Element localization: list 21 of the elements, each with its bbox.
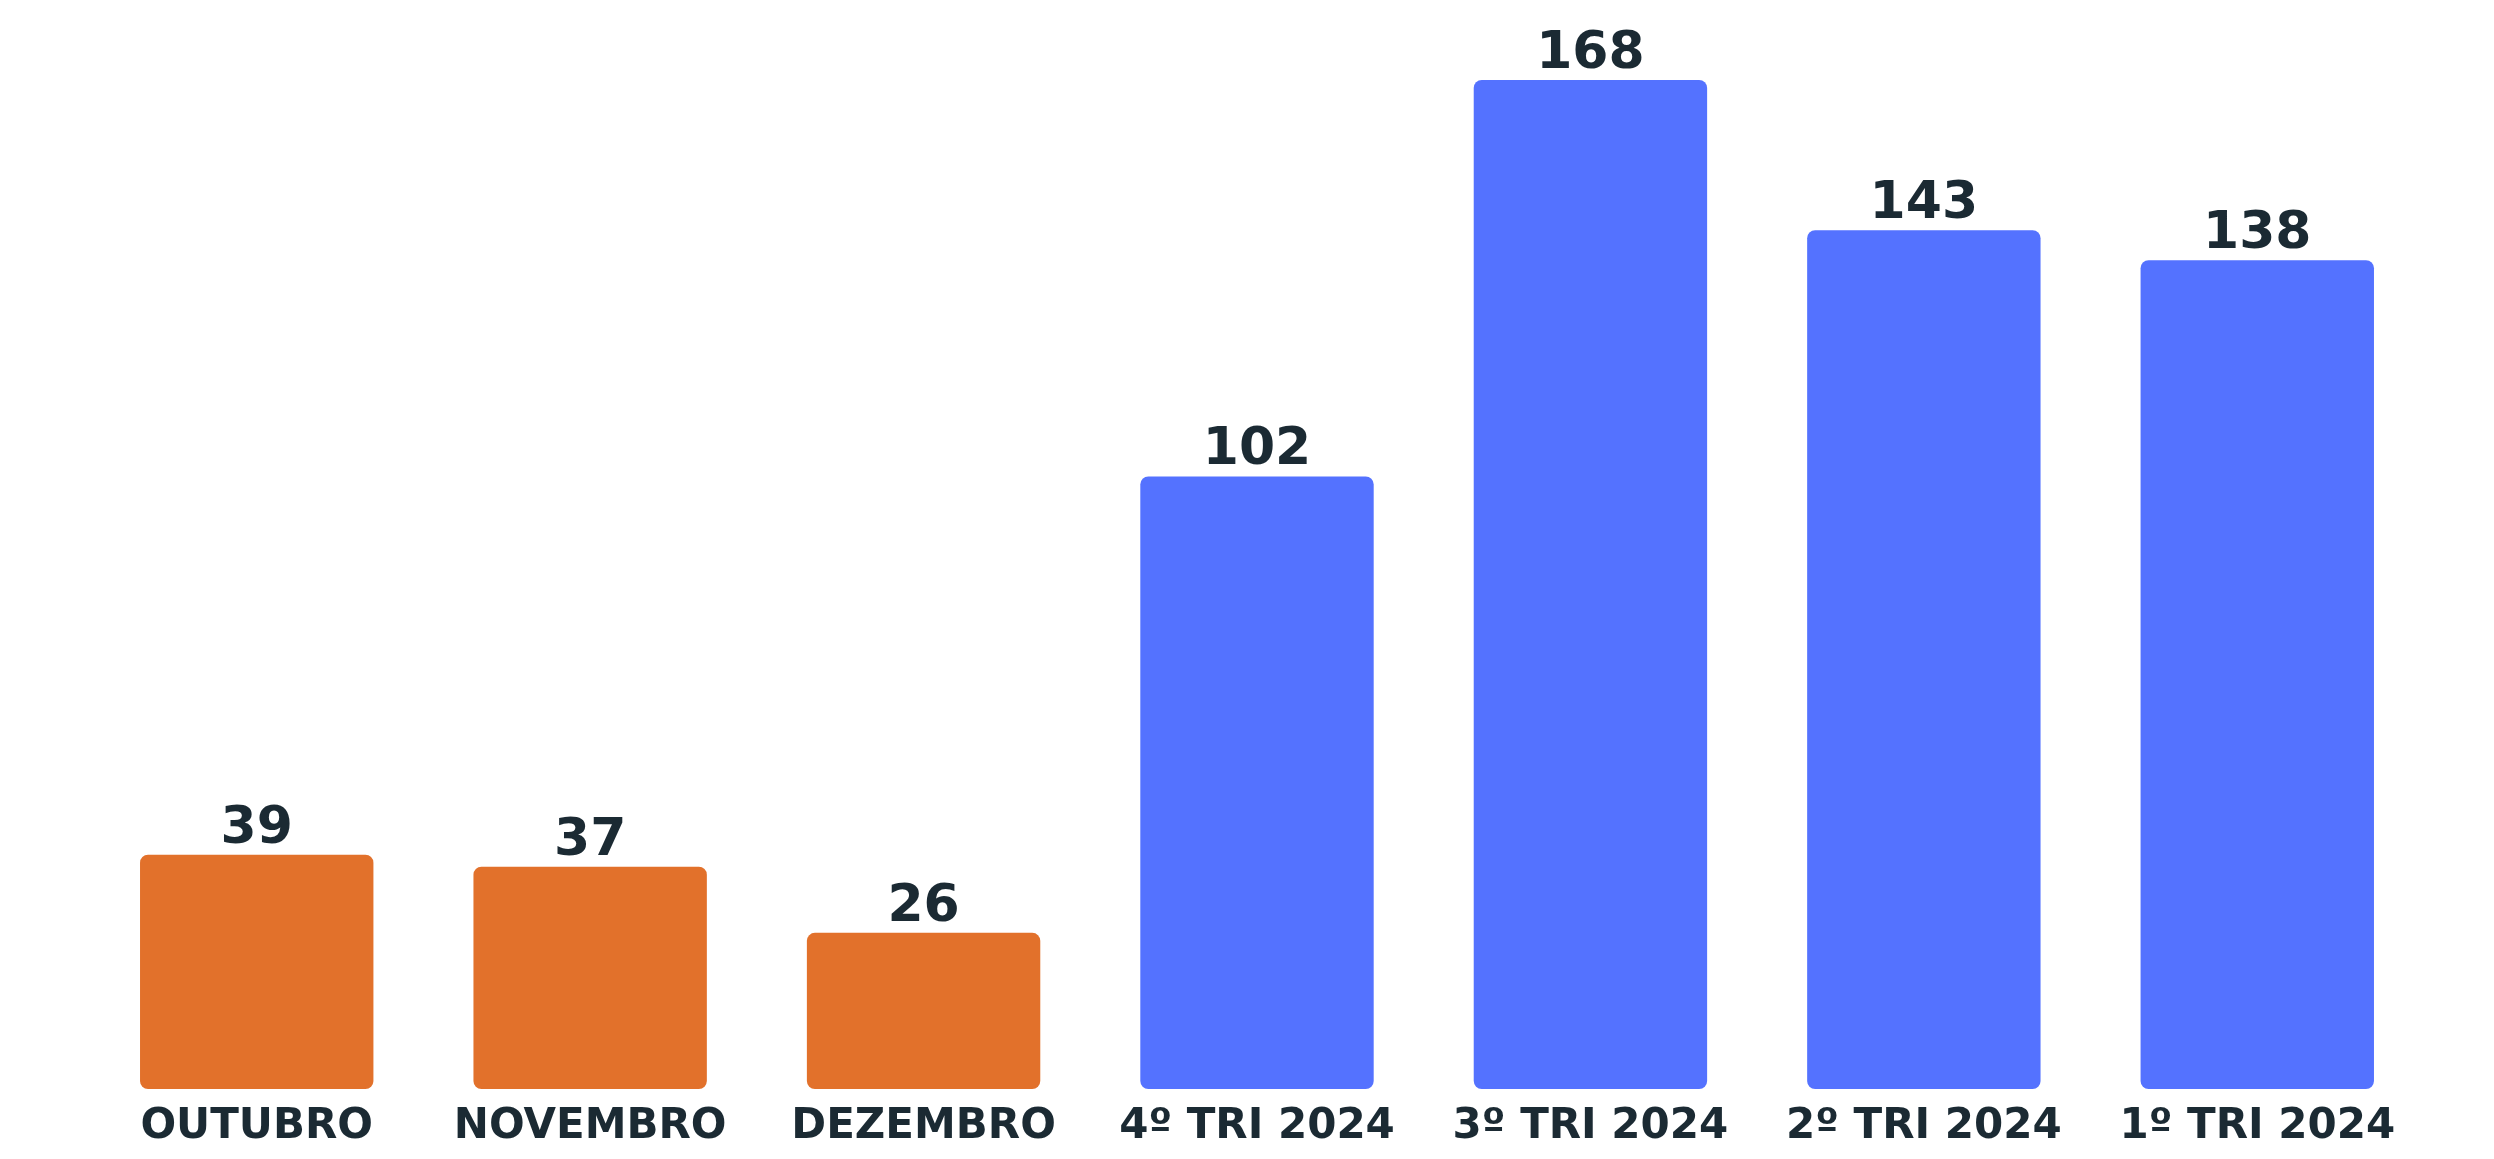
data-label: 143 [1869,170,1979,231]
bar [140,854,374,1089]
x-tick-label: 4º TRI 2024 [1119,1099,1395,1149]
bar [473,866,707,1089]
bar [2140,260,2374,1089]
data-label: 102 [1202,416,1312,477]
bar [1807,230,2041,1089]
x-tick-label: OUTUBRO [140,1099,374,1149]
data-label: 138 [2203,200,2312,261]
bar [806,932,1041,1089]
x-tick-label: NOVEMBRO [453,1099,727,1149]
data-label: 39 [220,794,293,855]
x-tick-label: 1º TRI 2024 [2119,1099,2396,1149]
data-label: 26 [887,872,960,933]
bar [1140,476,1374,1089]
x-tick-label: 2º TRI 2024 [1786,1099,2062,1149]
data-label: 168 [1536,20,1645,80]
bar [1473,80,1708,1089]
x-tick-label: DEZEMBRO [791,1099,1056,1149]
x-tick-label: 3º TRI 2024 [1452,1099,1729,1149]
data-label: 37 [553,806,627,867]
